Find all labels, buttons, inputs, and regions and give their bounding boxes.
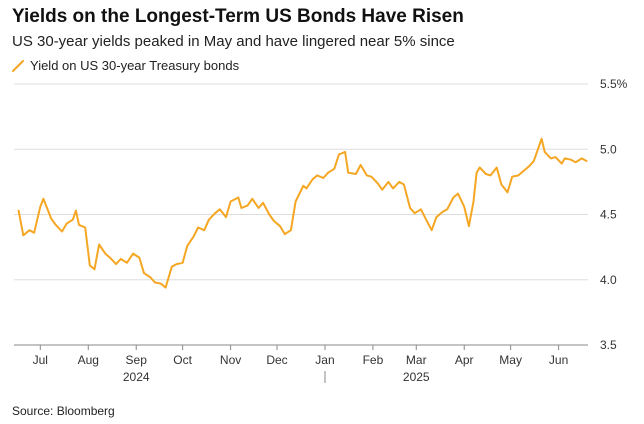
chart-title: Yields on the Longest-Term US Bonds Have… xyxy=(12,6,464,27)
series-line xyxy=(17,137,588,289)
x-tick-label: Oct xyxy=(173,353,192,367)
x-tick-label: Jun xyxy=(549,353,568,367)
year-label: 2024 xyxy=(123,370,150,384)
y-tick-label: 5.5% xyxy=(600,77,628,91)
x-tick-label: Sep xyxy=(126,353,148,367)
legend: Yield on US 30-year Treasury bonds xyxy=(12,58,239,73)
x-tick-label: Aug xyxy=(78,353,99,367)
y-tick-label: 5.0 xyxy=(600,142,617,156)
legend-label: Yield on US 30-year Treasury bonds xyxy=(30,58,240,73)
y-tick-label: 4.5 xyxy=(600,208,617,222)
x-tick-label: Nov xyxy=(220,353,241,367)
x-tick-label: Dec xyxy=(266,353,287,367)
x-tick-label: Apr xyxy=(455,353,474,367)
x-tick-label: May xyxy=(499,353,522,367)
year-label: 2025 xyxy=(403,370,430,384)
x-tick-label: Jul xyxy=(33,353,48,367)
y-tick-label: 3.5 xyxy=(600,338,617,352)
x-tick-label: Mar xyxy=(406,353,427,367)
chart-subtitle: US 30-year yields peaked in May and have… xyxy=(12,33,455,50)
legend-swatch-icon xyxy=(12,59,24,72)
source-note: Source: Bloomberg xyxy=(12,404,115,418)
x-tick-label: Feb xyxy=(363,353,384,367)
y-tick-label: 4.0 xyxy=(600,273,617,287)
x-tick-label: Jan xyxy=(315,353,334,367)
